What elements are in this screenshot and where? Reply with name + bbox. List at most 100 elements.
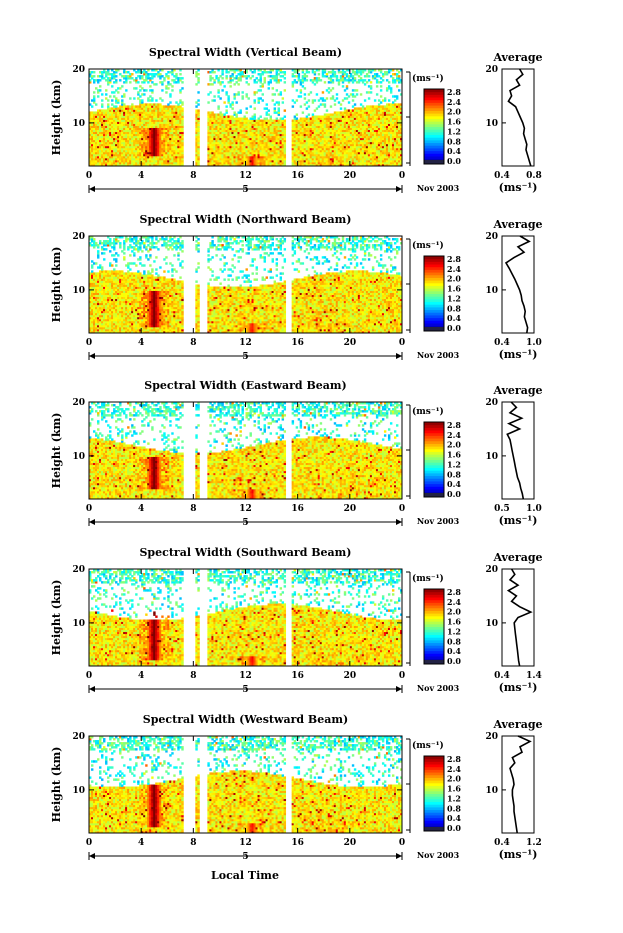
heatmap-cell (332, 87, 334, 89)
heatmap-cell (155, 99, 157, 101)
heatmap-cell (306, 75, 308, 77)
x-tick-label: 0 (86, 171, 92, 181)
heatmap-cell (169, 93, 171, 95)
date-label: Nov 2003 (417, 183, 460, 193)
heatmap-cell (111, 85, 113, 87)
heatmap-cell (284, 71, 286, 73)
heatmap-cell (129, 81, 131, 83)
heatmap-cell (93, 91, 95, 93)
heatmap-cell (121, 99, 123, 101)
heatmap-cell (225, 105, 227, 107)
heatmap-cell (246, 107, 248, 109)
heatmap-cell (129, 97, 131, 99)
heatmap-cell (235, 101, 237, 103)
heatmap-cell (225, 91, 227, 93)
heatmap-cell (115, 75, 117, 77)
heatmap-cell (155, 83, 157, 85)
heatmap-cell (272, 87, 274, 89)
heatmap-cell (225, 109, 227, 111)
heatmap-cell (308, 113, 310, 115)
day-arrow-right (396, 186, 402, 192)
heatmap-cell (105, 93, 107, 95)
heatmap-cell (380, 85, 382, 87)
heatmap-cell (398, 89, 400, 91)
heatmap-cell (171, 89, 173, 91)
y-tick-label: 10 (72, 119, 85, 129)
heatmap-cell (161, 89, 163, 91)
heatmap-cell (304, 97, 306, 99)
heatmap-cell (241, 91, 243, 93)
heatmap-cell (308, 99, 310, 101)
heatmap-cell (346, 85, 348, 87)
heatmap-cell (268, 109, 270, 111)
heatmap-cell (342, 85, 344, 87)
heatmap-cell (324, 103, 326, 105)
heatmap-cell (388, 99, 390, 101)
heatmap-cell (376, 93, 378, 95)
heatmap-cell (354, 77, 356, 79)
heatmap-cell (326, 109, 328, 111)
heatmap-cell (296, 89, 298, 91)
colorbar-tick-label: 2.8 (447, 87, 461, 97)
heatmap-cell (181, 107, 183, 109)
heatmap-cell (121, 85, 123, 87)
heatmap-cell (262, 93, 264, 95)
heatmap-cell (278, 107, 280, 109)
x-tick-label: 16 (291, 171, 304, 181)
heatmap-cell (352, 99, 354, 101)
heatmap-cell (246, 111, 248, 113)
heatmap-cell (165, 91, 167, 93)
heatmap (89, 69, 402, 166)
colorbar-tick-label: 2.0 (447, 107, 461, 117)
heatmap-cell (107, 103, 109, 105)
heatmap-cell (270, 115, 272, 117)
heatmap-cell (197, 73, 199, 75)
colorbar-unit: (ms⁻¹) (412, 73, 444, 84)
heatmap-cell (109, 95, 111, 97)
heatmap-cell (101, 93, 103, 95)
heatmap-cell (300, 95, 302, 97)
heatmap-cell (300, 105, 302, 107)
heatmap-cell (284, 81, 286, 83)
heatmap-cell (135, 87, 137, 89)
heatmap-cell (131, 73, 133, 75)
heatmap-cell (101, 103, 103, 105)
heatmap-cell (197, 103, 199, 105)
heatmap-cell (284, 115, 286, 117)
heatmap-cell (296, 99, 298, 101)
heatmap-cell (348, 101, 350, 103)
heatmap-cell (292, 105, 294, 107)
average-x-axis-title: (ms⁻¹) (499, 181, 538, 194)
heatmap-cell (356, 89, 358, 91)
heatmap-cell (376, 85, 378, 87)
heatmap-cell (99, 89, 101, 91)
heatmap-cell (280, 91, 282, 93)
heatmap-cell (213, 71, 215, 73)
heatmap-cell (262, 99, 264, 101)
heatmap-cell (179, 73, 181, 75)
heatmap-cell (274, 93, 276, 95)
heatmap-cell (264, 77, 266, 79)
heatmap-cell (306, 79, 308, 81)
heatmap-cell (221, 89, 223, 91)
heatmap-cell (272, 99, 274, 101)
heatmap-cell (145, 89, 147, 91)
colorbar-tick-label: 0.0 (447, 156, 461, 166)
heatmap-cell (322, 91, 324, 93)
heatmap-cell (300, 89, 302, 91)
heatmap-cell (334, 71, 336, 73)
heatmap-cell (380, 95, 382, 97)
heatmap-cell (231, 107, 233, 109)
heatmap-cell (370, 81, 372, 83)
heatmap-cell (374, 99, 376, 101)
heatmap-cell (368, 97, 370, 99)
heatmap-cell (336, 75, 338, 77)
heatmap-cell (364, 99, 366, 101)
heatmap-cell (360, 93, 362, 95)
heatmap-cell (250, 105, 252, 107)
heatmap-cell (209, 91, 211, 93)
heatmap-cell (197, 99, 199, 101)
heatmap-cell (280, 79, 282, 81)
